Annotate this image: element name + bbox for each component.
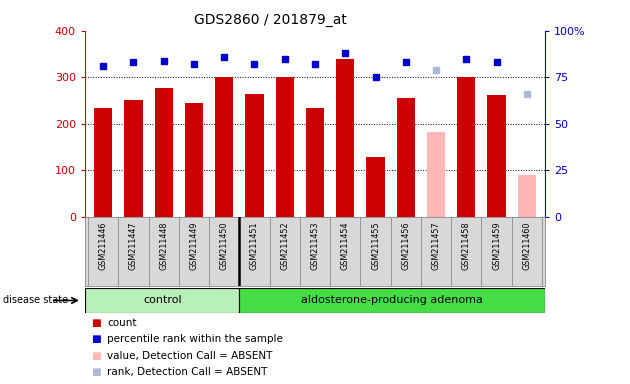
Bar bbox=[427, 132, 445, 217]
Text: percentile rank within the sample: percentile rank within the sample bbox=[107, 334, 283, 344]
Text: GSM211460: GSM211460 bbox=[522, 222, 531, 270]
Text: GSM211449: GSM211449 bbox=[190, 222, 198, 270]
Text: GSM211451: GSM211451 bbox=[250, 222, 259, 270]
Text: GSM211447: GSM211447 bbox=[129, 222, 138, 270]
Text: ■: ■ bbox=[91, 318, 101, 328]
Bar bbox=[246, 94, 263, 217]
Text: GSM211459: GSM211459 bbox=[492, 222, 501, 270]
Text: GSM211457: GSM211457 bbox=[432, 222, 440, 270]
Bar bbox=[397, 98, 415, 217]
Text: GDS2860 / 201879_at: GDS2860 / 201879_at bbox=[195, 13, 347, 27]
Bar bbox=[185, 103, 203, 217]
Text: disease state: disease state bbox=[3, 295, 68, 306]
Bar bbox=[94, 108, 112, 217]
Bar bbox=[215, 77, 233, 217]
Bar bbox=[488, 96, 506, 217]
Bar bbox=[276, 77, 294, 217]
Bar bbox=[85, 288, 239, 313]
Bar bbox=[518, 175, 536, 217]
Bar bbox=[367, 157, 384, 217]
Text: ■: ■ bbox=[91, 334, 101, 344]
Text: control: control bbox=[143, 295, 181, 306]
Bar bbox=[124, 100, 142, 217]
Text: value, Detection Call = ABSENT: value, Detection Call = ABSENT bbox=[107, 351, 273, 361]
Text: count: count bbox=[107, 318, 137, 328]
Text: GSM211456: GSM211456 bbox=[401, 222, 410, 270]
Text: GSM211448: GSM211448 bbox=[159, 222, 168, 270]
Text: GSM211453: GSM211453 bbox=[311, 222, 319, 270]
Text: GSM211455: GSM211455 bbox=[371, 222, 380, 270]
Text: GSM211450: GSM211450 bbox=[220, 222, 229, 270]
Bar bbox=[306, 108, 324, 217]
Text: GSM211452: GSM211452 bbox=[280, 222, 289, 270]
Bar bbox=[336, 59, 354, 217]
Bar bbox=[457, 77, 476, 217]
Text: ■: ■ bbox=[91, 367, 101, 377]
Bar bbox=[154, 88, 173, 217]
Bar bbox=[239, 288, 545, 313]
Text: rank, Detection Call = ABSENT: rank, Detection Call = ABSENT bbox=[107, 367, 268, 377]
Text: GSM211458: GSM211458 bbox=[462, 222, 471, 270]
Text: GSM211446: GSM211446 bbox=[99, 222, 108, 270]
Text: aldosterone-producing adenoma: aldosterone-producing adenoma bbox=[301, 295, 483, 306]
Text: ■: ■ bbox=[91, 351, 101, 361]
Text: GSM211454: GSM211454 bbox=[341, 222, 350, 270]
